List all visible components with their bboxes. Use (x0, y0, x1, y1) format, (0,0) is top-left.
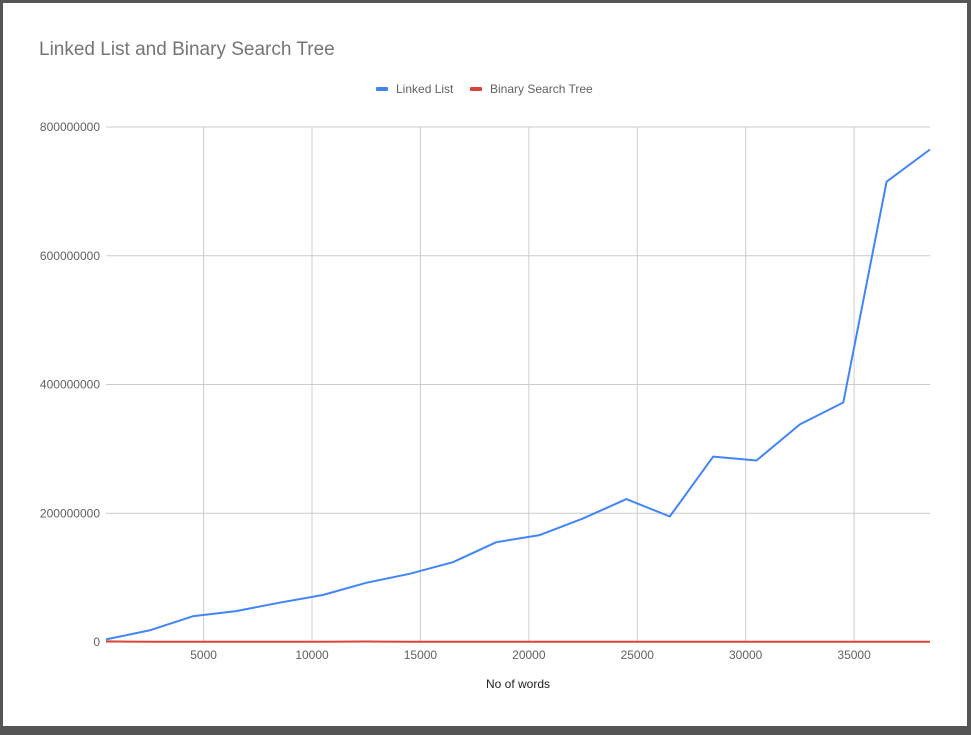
y-tick-label: 400000000 (40, 378, 100, 392)
x-tick-label: 35000 (837, 648, 871, 662)
legend: Linked List Binary Search Tree (376, 82, 593, 96)
legend-label-linked-list: Linked List (396, 82, 454, 96)
chart-container: Linked List and Binary Search Tree Linke… (3, 3, 967, 726)
x-tick-label: 5000 (190, 648, 217, 662)
y-axis-ticks: 0 200000000 400000000 600000000 800000000 (40, 120, 100, 649)
y-tick-label: 0 (93, 635, 100, 649)
gridlines (106, 126, 930, 643)
legend-item-binary-search-tree[interactable]: Binary Search Tree (470, 82, 593, 96)
series-lines (105, 148, 931, 643)
x-axis-ticks: 5000 10000 15000 20000 25000 30000 35000 (190, 648, 871, 662)
y-tick-label: 600000000 (40, 249, 100, 263)
legend-label-binary-search-tree: Binary Search Tree (490, 82, 593, 96)
legend-swatch-linked-list (376, 87, 388, 91)
line-chart: Linked List and Binary Search Tree Linke… (39, 39, 931, 691)
series-line-linked-list (105, 148, 931, 641)
x-tick-label: 30000 (729, 648, 763, 662)
x-tick-label: 10000 (295, 648, 329, 662)
y-tick-label: 200000000 (40, 506, 100, 520)
x-tick-label: 15000 (404, 648, 438, 662)
x-tick-label: 20000 (512, 648, 546, 662)
x-axis-title: No of words (486, 677, 550, 691)
x-tick-label: 25000 (621, 648, 655, 662)
y-tick-label: 800000000 (40, 120, 100, 134)
legend-item-linked-list[interactable]: Linked List (376, 82, 454, 96)
legend-swatch-binary-search-tree (470, 87, 482, 91)
chart-title: Linked List and Binary Search Tree (39, 39, 335, 60)
